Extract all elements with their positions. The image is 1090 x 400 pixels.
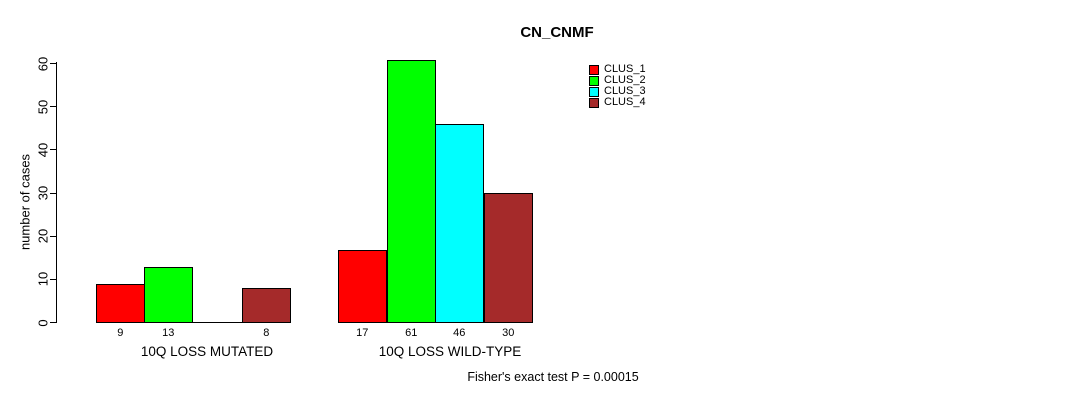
y-axis-line bbox=[56, 62, 57, 323]
legend-item: CLUS_4 bbox=[589, 97, 646, 108]
y-tick-mark bbox=[50, 192, 56, 194]
bar-clus_2-group1 bbox=[387, 60, 436, 323]
legend-item: CLUS_3 bbox=[589, 86, 646, 97]
bar-value-label: 17 bbox=[356, 327, 369, 339]
legend-swatch-clus4 bbox=[589, 97, 599, 108]
bar-clus_1-group0 bbox=[96, 284, 145, 323]
y-tick-mark bbox=[50, 322, 56, 323]
bar-value-label: 30 bbox=[502, 327, 515, 339]
bar-value-label: 46 bbox=[453, 327, 466, 339]
x-group-label-wildtype: 10Q LOSS WILD-TYPE bbox=[378, 344, 522, 359]
y-tick-mark bbox=[50, 106, 56, 108]
legend: CLUS_1 CLUS_2 CLUS_3 CLUS_4 bbox=[589, 64, 646, 108]
bar-clus_4-group1 bbox=[484, 193, 533, 323]
y-axis-label: number of cases bbox=[17, 153, 33, 251]
y-tick-label: 40 bbox=[35, 142, 51, 158]
y-tick-label: 50 bbox=[35, 99, 51, 114]
legend-item: CLUS_2 bbox=[589, 75, 646, 86]
bar-value-label: 9 bbox=[117, 327, 124, 339]
legend-label: CLUS_2 bbox=[604, 74, 646, 86]
y-tick-label: 60 bbox=[35, 56, 51, 71]
legend-swatch-clus2 bbox=[589, 75, 599, 86]
legend-item: CLUS_1 bbox=[589, 64, 646, 75]
group-baseline bbox=[96, 322, 291, 323]
bar-clus_1-group1 bbox=[338, 250, 387, 323]
bar-clus_4-group0 bbox=[242, 288, 291, 323]
y-tick-mark bbox=[50, 278, 56, 280]
y-tick-label: 0 bbox=[35, 318, 51, 327]
legend-swatch-clus1 bbox=[589, 64, 599, 75]
bar-value-label: 13 bbox=[162, 327, 175, 339]
bar-clus_3-group1 bbox=[435, 124, 484, 323]
y-tick-label: 10 bbox=[35, 272, 51, 287]
legend-label: CLUS_3 bbox=[604, 85, 646, 97]
y-tick-mark bbox=[50, 149, 56, 151]
fisher-test-annotation: Fisher's exact test P = 0.00015 bbox=[467, 370, 639, 384]
bar-value-label: 61 bbox=[405, 327, 418, 339]
y-tick-mark bbox=[50, 63, 56, 64]
y-tick-label: 30 bbox=[35, 185, 51, 201]
bar-value-label: 8 bbox=[263, 327, 270, 339]
legend-label: CLUS_1 bbox=[604, 63, 646, 75]
y-tick-label: 20 bbox=[35, 228, 51, 244]
y-tick-mark bbox=[50, 235, 56, 237]
chart-title: CN_CNMF bbox=[520, 24, 594, 41]
x-group-label-mutated: 10Q LOSS MUTATED bbox=[140, 344, 274, 359]
bar-clus_2-group0 bbox=[144, 267, 193, 323]
legend-label: CLUS_4 bbox=[604, 96, 646, 108]
legend-swatch-clus3 bbox=[589, 86, 599, 97]
